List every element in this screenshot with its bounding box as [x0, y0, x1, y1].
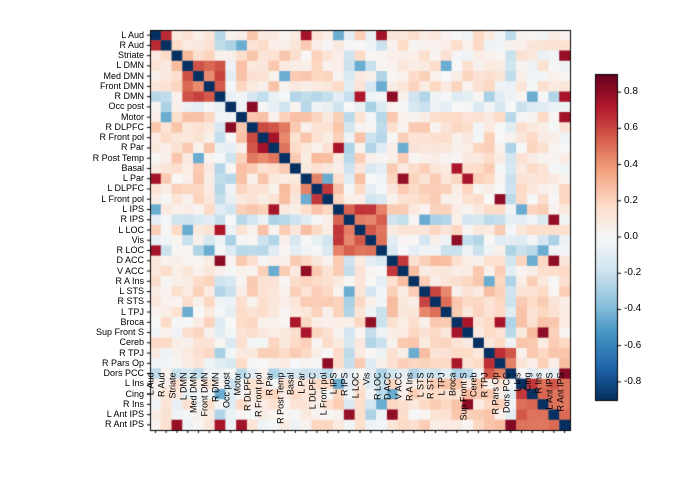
x-tick-label: L TPJ [438, 373, 447, 443]
x-tick-label: Motor [233, 373, 242, 443]
x-tick-label: Dors PCC [502, 373, 511, 443]
y-tick-label: R Ant IPS [105, 420, 144, 429]
colorbar-tick-label: 0.6 [624, 123, 638, 133]
x-tick-label: L Front pol [319, 373, 328, 443]
y-tick-label: R IPS [120, 215, 144, 224]
x-tick-label: L STS [416, 373, 425, 443]
x-tick-label: Broca [448, 373, 457, 443]
y-tick-label: R TPJ [119, 349, 144, 358]
y-tick-label: R Pars Op [102, 359, 144, 368]
y-tick-label: Sup Front S [96, 328, 144, 337]
y-tick-label: Vis [132, 236, 144, 245]
y-tick-label: R LOC [116, 246, 144, 255]
y-tick-label: R DLPFC [105, 123, 144, 132]
x-tick-label: R LOC [373, 373, 382, 443]
y-tick-label: L TPJ [121, 308, 144, 317]
colorbar-tick-label: -0.2 [624, 268, 641, 278]
y-tick-label: L LOC [118, 226, 144, 235]
colorbar-tick-label: -0.6 [624, 341, 641, 351]
x-tick-label: R Ins [535, 373, 544, 443]
x-tick-label: R Front pol [255, 373, 264, 443]
x-tick-label: R TPJ [481, 373, 490, 443]
x-tick-label: R Aud [158, 373, 167, 443]
x-tick-label: Occ post [222, 373, 231, 443]
x-tick-label: L Par [298, 373, 307, 443]
colorbar-tick-label: 0.0 [624, 232, 638, 242]
x-tick-label: L Aud [147, 373, 156, 443]
x-tick-label: R IPS [341, 373, 350, 443]
y-tick-label: L IPS [122, 205, 144, 214]
y-tick-label: R Par [121, 143, 144, 152]
x-tick-label: V ACC [395, 373, 404, 443]
y-tick-label: Basal [121, 164, 144, 173]
y-tick-label: Cereb [119, 338, 144, 347]
y-tick-label: D ACC [116, 256, 144, 265]
x-tick-label: Basal [287, 373, 296, 443]
x-tick-label: R STS [427, 373, 436, 443]
x-tick-label: R Par [265, 373, 274, 443]
y-tick-label: R Aud [119, 41, 144, 50]
x-tick-label: D ACC [384, 373, 393, 443]
colorbar-tick-label: 0.2 [624, 196, 638, 206]
x-tick-label: Cing [524, 373, 533, 443]
plot-stage: L AudR AudStriateL DMNMed DMNFront DMNR … [0, 0, 700, 500]
y-tick-label: Broca [120, 318, 144, 327]
y-tick-label: Med DMN [103, 72, 144, 81]
x-tick-label: Med DMN [190, 373, 199, 443]
x-tick-label: R DMN [212, 373, 221, 443]
y-tick-label: L Ins [125, 379, 144, 388]
colorbar-tick-label: 0.8 [624, 87, 638, 97]
y-tick-label: Cing [125, 390, 144, 399]
y-tick-label: V ACC [117, 267, 144, 276]
y-tick-label: L Front pol [101, 195, 144, 204]
colorbar-tick-label: -0.8 [624, 377, 641, 387]
y-tick-label: L Aud [121, 31, 144, 40]
x-tick-label: L IPS [330, 373, 339, 443]
y-tick-label: R A Ins [115, 277, 144, 286]
y-tick-label: R STS [117, 297, 144, 306]
x-tick-label: Front DMN [201, 373, 210, 443]
colorbar-tick-label: 0.4 [624, 160, 638, 170]
x-tick-label: R Post Temp [276, 373, 285, 443]
x-tick-label: R A Ins [405, 373, 414, 443]
x-tick-label: Cereb [470, 373, 479, 443]
x-tick-label: L DMN [179, 373, 188, 443]
x-tick-label: L LOC [352, 373, 361, 443]
y-tick-label: Striate [118, 51, 144, 60]
y-tick-label: R DMN [115, 92, 145, 101]
x-tick-label: R DLPFC [244, 373, 253, 443]
y-tick-label: L Ant IPS [107, 410, 144, 419]
y-tick-label: L DMN [116, 61, 144, 70]
y-tick-label: Motor [121, 113, 144, 122]
colorbar-tick-label: -0.4 [624, 304, 641, 314]
x-tick-label: Vis [362, 373, 371, 443]
y-tick-label: R Post Temp [93, 154, 144, 163]
x-tick-label: L Ant IPS [545, 373, 554, 443]
y-tick-label: Occ post [108, 102, 144, 111]
y-tick-label: R Front pol [99, 133, 144, 142]
x-tick-label: R Ant IPS [556, 373, 565, 443]
x-tick-label: Striate [168, 373, 177, 443]
y-tick-label: L DLPFC [107, 184, 144, 193]
y-tick-label: L Par [123, 174, 144, 183]
y-tick-label: Front DMN [100, 82, 144, 91]
x-tick-label: Sup Front S [459, 373, 468, 443]
x-tick-label: L DLPFC [308, 373, 317, 443]
y-tick-label: Dors PCC [103, 369, 144, 378]
y-tick-label: R Ins [123, 400, 144, 409]
x-tick-label: R Pars Op [492, 373, 501, 443]
x-tick-label: L Ins [513, 373, 522, 443]
y-tick-label: L STS [119, 287, 144, 296]
